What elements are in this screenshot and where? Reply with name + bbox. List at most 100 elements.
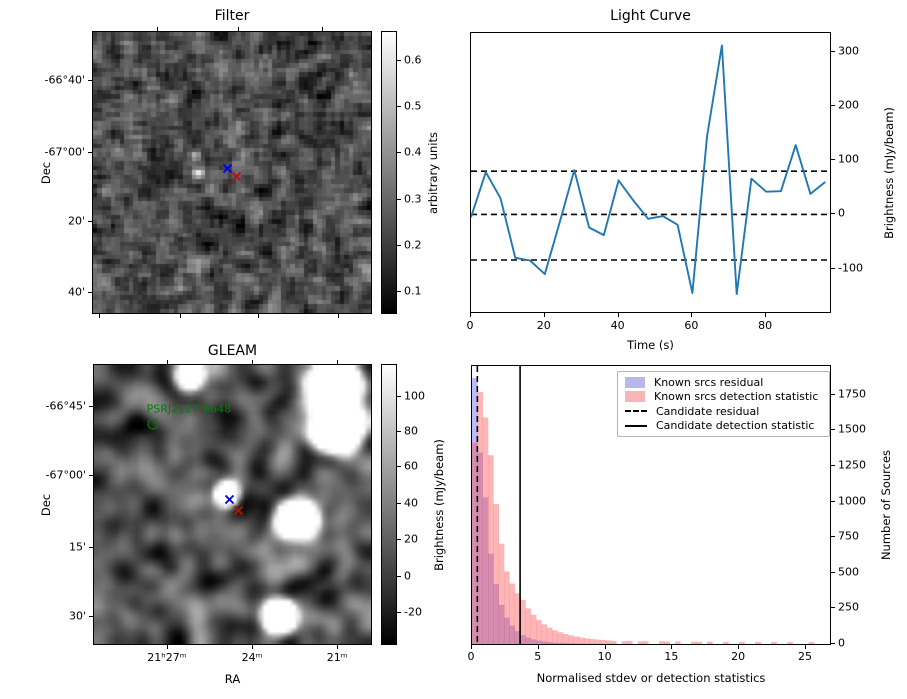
hist-bar xyxy=(578,637,585,644)
hist-bar xyxy=(482,417,489,644)
axis-tick xyxy=(543,313,545,317)
dec-tick-label: -67°00' xyxy=(44,145,86,159)
axis-tick xyxy=(691,313,693,317)
hist-bar xyxy=(514,631,521,644)
colorbar-tick-label: 60 xyxy=(404,459,418,473)
filter-axes xyxy=(92,31,372,314)
hist-bar xyxy=(584,638,590,644)
colorbar-tick-label: 0.4 xyxy=(404,145,422,159)
stat-tick-label: 0 xyxy=(467,650,475,663)
gleam-title: GLEAM xyxy=(207,343,258,359)
axis-tick xyxy=(89,405,93,407)
stat-tick-label: 20 xyxy=(731,650,746,663)
sources-tick-label: 500 xyxy=(838,565,859,579)
hist-bar xyxy=(787,642,793,644)
axis-tick xyxy=(179,314,181,318)
dec-tick-label: -66°40' xyxy=(44,73,86,87)
hist-bar xyxy=(477,391,483,644)
hist-bar xyxy=(509,583,516,644)
dec-tick-label: 30' xyxy=(68,609,86,623)
hist-bar xyxy=(573,643,580,644)
axis-tick xyxy=(166,645,168,649)
axis-tick xyxy=(337,645,339,649)
hist-bar xyxy=(541,641,548,644)
colorbar-tick-label: 80 xyxy=(404,424,418,438)
hist-bar xyxy=(664,641,670,644)
hist-bar xyxy=(707,641,713,644)
axis-tick xyxy=(831,607,835,609)
dec-tick-label: 15' xyxy=(68,540,86,554)
axis-tick xyxy=(321,27,323,31)
hist-bar xyxy=(493,584,500,644)
gleam-ylabel: Dec xyxy=(39,493,53,516)
known-srcs-residual-bars xyxy=(472,377,644,644)
ra-tick-label: 21ᵐ xyxy=(326,651,348,664)
hist-bar xyxy=(525,637,532,644)
stat-tick-label: 10 xyxy=(597,650,612,663)
brightness-tick-label: -100 xyxy=(838,261,863,275)
axis-tick xyxy=(88,291,92,293)
pulsar-label: PSRJ2127-6648 xyxy=(146,402,232,416)
axis-tick xyxy=(166,360,168,364)
hist-bar xyxy=(808,642,815,644)
hist-bar xyxy=(659,641,665,644)
legend-pink-patch xyxy=(625,391,645,403)
hist-bar xyxy=(605,640,612,644)
hist-bar xyxy=(504,571,510,644)
axis-tick xyxy=(397,503,401,505)
axis-tick xyxy=(156,27,158,31)
hist-bar xyxy=(691,641,697,644)
filter-title: Filter xyxy=(214,8,250,24)
axis-tick xyxy=(804,645,806,649)
legend-item-label: Candidate residual xyxy=(656,404,760,418)
hist-bar xyxy=(536,620,542,644)
legend-item-label: Candidate detection statistic xyxy=(656,419,815,433)
axis-tick xyxy=(397,152,401,154)
hist-bar xyxy=(755,642,761,644)
legend-item: Candidate residual xyxy=(625,404,822,419)
hist-bar xyxy=(568,643,574,644)
hist-bar xyxy=(520,635,526,644)
dec-tick-label: -66°45' xyxy=(45,399,87,413)
axis-tick xyxy=(831,429,835,431)
hist-bar xyxy=(488,553,494,644)
axis-tick xyxy=(99,314,100,318)
axis-tick xyxy=(617,313,619,317)
hist-bar xyxy=(482,497,489,644)
histogram-ylabel: Number of Sources xyxy=(879,449,893,561)
axis-tick xyxy=(397,199,401,201)
hist-bar xyxy=(621,641,628,644)
axis-tick xyxy=(831,159,835,161)
hist-bar xyxy=(514,593,521,644)
hist-bar xyxy=(610,640,617,644)
sources-tick-label: 1000 xyxy=(838,494,866,508)
sources-tick-label: 250 xyxy=(838,600,859,614)
dec-tick-label: 40' xyxy=(67,285,85,299)
hist-bar xyxy=(504,617,510,644)
light-curve-line xyxy=(471,44,826,296)
hist-bar xyxy=(488,455,494,644)
hist-bar xyxy=(552,642,558,644)
hist-bar xyxy=(562,634,569,644)
hist-bar xyxy=(530,614,537,644)
brightness-tick-label: 100 xyxy=(838,152,859,166)
legend-item: Known srcs residual xyxy=(625,375,822,390)
colorbar-tick-label: 40 xyxy=(404,496,418,510)
axis-tick xyxy=(831,500,835,502)
sources-tick-label: 750 xyxy=(838,529,859,543)
hist-bar xyxy=(498,604,505,644)
axis-tick xyxy=(671,645,673,649)
colorbar-tick-label: 0.5 xyxy=(404,99,422,113)
colorbar-tick-label: 0 xyxy=(404,569,411,583)
legend-item: Known srcs detection statistic xyxy=(625,390,822,405)
legend-item: Candidate detection statistic xyxy=(625,419,822,434)
hist-bar xyxy=(696,641,703,644)
axis-tick xyxy=(397,396,401,398)
hist-bar xyxy=(568,635,574,644)
hist-bar xyxy=(557,642,564,644)
axis-tick xyxy=(604,645,606,649)
axis-tick xyxy=(537,645,539,649)
gleam-colorbar-label: Brightness (mJy/beam) xyxy=(432,438,446,571)
colorbar-tick-label: 100 xyxy=(404,389,425,403)
